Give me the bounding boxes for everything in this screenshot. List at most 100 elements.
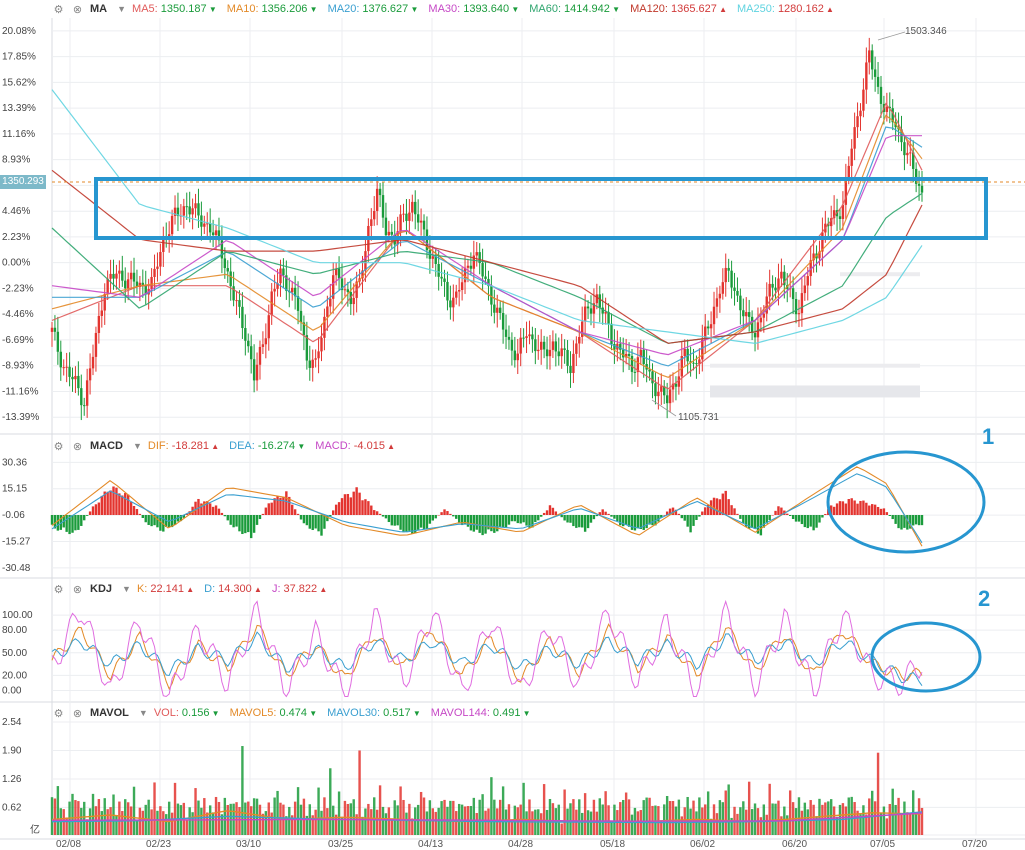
candle xyxy=(74,375,77,380)
gear-icon[interactable]: ⚙ xyxy=(53,583,64,596)
volume-bar xyxy=(150,809,153,835)
macd-bar xyxy=(387,515,391,523)
volume-bar xyxy=(917,798,921,835)
candle xyxy=(610,323,613,344)
ma-legend-label: MA5: xyxy=(132,3,158,15)
arrow-up-icon: ▲ xyxy=(716,5,728,14)
candle xyxy=(185,206,188,208)
candle xyxy=(829,218,833,227)
macd-bar xyxy=(516,515,519,524)
volume-bar xyxy=(53,798,57,835)
macd-bar xyxy=(355,487,358,515)
mavol-legend-value: 0.156 xyxy=(181,707,210,719)
close-icon[interactable]: ⊗ xyxy=(72,583,83,596)
candle xyxy=(455,291,458,298)
volume-bar xyxy=(329,768,332,835)
volume-bar xyxy=(742,801,745,835)
gear-icon[interactable]: ⚙ xyxy=(53,707,64,720)
candle xyxy=(220,240,224,259)
macd-bar xyxy=(844,503,848,515)
macd-bar xyxy=(220,512,224,515)
candle xyxy=(821,232,824,252)
gear-icon[interactable]: ⚙ xyxy=(53,440,64,453)
mavol-legend-label: VOL: xyxy=(153,707,179,719)
kdj-line-j xyxy=(51,599,923,698)
mavol-legend-item: VOL: 0.156 ▼ xyxy=(154,707,220,719)
volume-bar xyxy=(270,812,273,835)
close-icon[interactable]: ⊗ xyxy=(72,707,83,720)
volume-bar xyxy=(906,812,909,835)
close-icon[interactable]: ⊗ xyxy=(72,3,83,16)
candle xyxy=(554,341,558,352)
macd-bar xyxy=(484,515,487,534)
candle xyxy=(296,296,300,311)
kdj-indicator-name: KDJ xyxy=(90,583,113,595)
candle xyxy=(601,307,604,314)
macd-legend-item: MACD: -4.015 ▲ xyxy=(315,440,395,452)
volume-bar xyxy=(794,808,798,835)
macd-bar xyxy=(449,513,452,515)
volume-bar xyxy=(50,797,54,835)
caret-down-icon[interactable]: ▼ xyxy=(133,441,142,451)
candle xyxy=(375,188,379,212)
y-tick-label: -0.06 xyxy=(2,510,25,521)
candle xyxy=(211,232,215,236)
macd-bar xyxy=(422,515,426,530)
candle xyxy=(378,188,382,196)
macd-bar xyxy=(264,507,268,515)
candle xyxy=(595,294,599,304)
volume-bar xyxy=(276,790,279,835)
candle xyxy=(484,276,487,279)
macd-bar xyxy=(463,515,467,525)
candle xyxy=(794,299,798,315)
macd-bar xyxy=(698,515,701,517)
volume-bar xyxy=(624,792,628,835)
candle xyxy=(314,358,317,360)
ma-items: MA5: 1350.187 ▼ MA10: 1356.206 ▼ MA20: 1376.6… xyxy=(132,3,844,15)
ma-line-ma5 xyxy=(51,102,923,390)
volume-bar xyxy=(642,800,645,835)
macd-legend-label: DEA: xyxy=(229,440,255,452)
macd-bar xyxy=(797,515,801,522)
macd-bar xyxy=(267,503,270,515)
macd-bar xyxy=(77,515,80,530)
candle xyxy=(91,356,95,369)
caret-down-icon[interactable]: ▼ xyxy=(138,708,148,718)
mavol-items: VOL: 0.156 ▼ MAVOL5: 0.474 ▼ MAVOL30: 0.517 ▼… xyxy=(154,707,541,719)
caret-down-icon[interactable]: ▼ xyxy=(122,584,131,594)
macd-bar xyxy=(847,499,850,515)
volume-bar xyxy=(768,783,771,835)
candle xyxy=(888,106,891,109)
candle xyxy=(71,376,74,380)
volume-bar xyxy=(622,799,625,835)
macd-bar xyxy=(211,506,215,515)
volume-bar xyxy=(211,812,215,835)
macd-bar xyxy=(794,515,798,522)
macd-bar xyxy=(279,497,282,515)
macd-bar xyxy=(185,513,188,515)
volume-bar xyxy=(780,816,783,835)
volume-bar xyxy=(759,817,763,835)
macd-legend-label: DIF: xyxy=(147,440,169,452)
candle xyxy=(504,329,508,337)
caret-down-icon[interactable]: ▼ xyxy=(117,4,127,14)
candle xyxy=(97,315,101,333)
volume-bar xyxy=(753,803,757,835)
macd-bar xyxy=(730,505,733,515)
macd-bar xyxy=(835,503,839,515)
macd-line-dif xyxy=(51,466,923,547)
macd-bar xyxy=(411,515,414,534)
gear-icon[interactable]: ⚙ xyxy=(53,3,64,16)
candle xyxy=(469,265,473,269)
candle xyxy=(273,288,276,292)
volume-bar xyxy=(273,797,276,835)
macd-bar xyxy=(238,515,241,532)
candle xyxy=(730,270,733,288)
macd-bar xyxy=(750,515,754,528)
macd-bar xyxy=(677,513,681,515)
macd-bar xyxy=(124,493,127,515)
macd-bar xyxy=(601,509,604,515)
close-icon[interactable]: ⊗ xyxy=(72,440,83,453)
candle xyxy=(539,341,543,350)
